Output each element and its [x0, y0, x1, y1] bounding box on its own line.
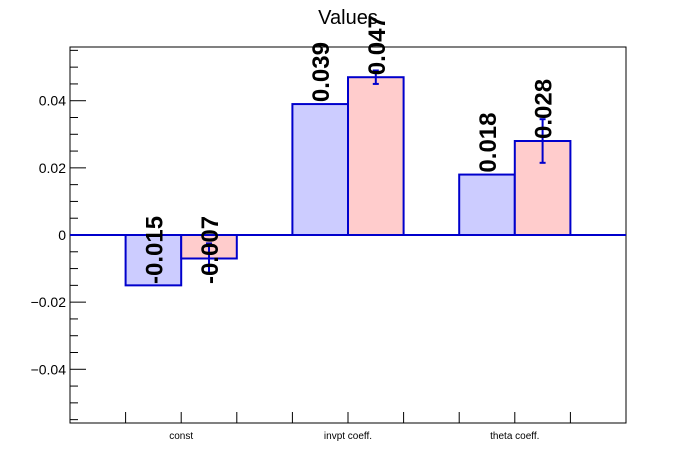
y-tick-label: 0.02 [39, 160, 66, 176]
y-tick-label: 0 [58, 227, 66, 243]
y-tick-label: −0.04 [31, 361, 67, 377]
bar [124, 234, 183, 287]
x-tick-label: invpt coeff. [324, 431, 372, 442]
data-label: 0.018 [475, 113, 502, 173]
bar [347, 76, 405, 237]
data-label: 0.028 [531, 79, 558, 139]
data-label: -0.007 [197, 216, 224, 284]
data-label: 0.047 [364, 15, 391, 75]
bar [458, 173, 516, 236]
data-labels: -0.015 0.039 0.018 -0.007 0.047 0.028 [141, 15, 557, 284]
chart-title: Values [318, 7, 378, 29]
y-tick-label: −0.02 [31, 294, 67, 310]
x-tick-label: const [169, 431, 193, 442]
data-label: 0.039 [308, 42, 335, 102]
x-tick-label: theta coeff. [490, 431, 539, 442]
bar [291, 103, 349, 236]
axis-ticks: −0.04 −0.02 0 0.02 0.04 const invpt coeff. thet… [31, 49, 571, 442]
data-label: -0.015 [141, 216, 168, 284]
bars [124, 76, 572, 287]
error-bars [206, 69, 546, 275]
y-tick-label: 0.04 [39, 93, 66, 109]
